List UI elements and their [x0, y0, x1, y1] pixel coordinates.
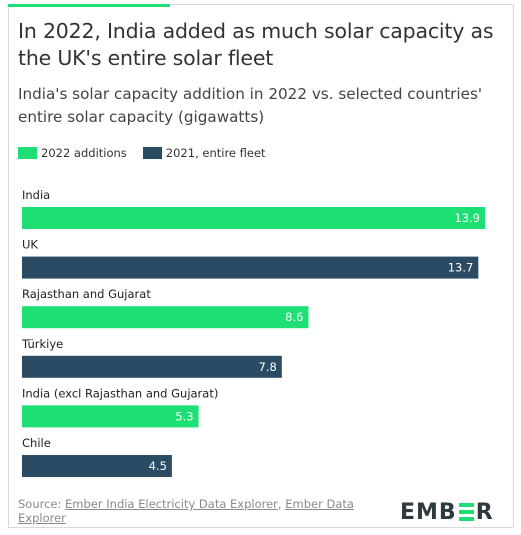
legend-swatch-additions [18, 147, 37, 159]
logo-text-right: R [475, 499, 494, 525]
category-label: Rajasthan and Gujarat [22, 287, 151, 301]
category-label: India (excl Rajasthan and Gujarat) [22, 386, 218, 400]
legend: 2022 additions 2021, entire fleet [18, 146, 282, 160]
legend-item-additions: 2022 additions [18, 146, 127, 160]
bar [22, 207, 485, 229]
legend-label-additions: 2022 additions [41, 146, 127, 160]
category-label: UK [22, 238, 38, 252]
value-label: 7.8 [259, 360, 277, 374]
value-label: 5.3 [175, 409, 193, 423]
chart-subtitle: India's solar capacity addition in 2022 … [18, 85, 483, 126]
bar [22, 306, 309, 329]
value-label: 4.5 [149, 459, 167, 473]
value-label: 13.9 [454, 211, 480, 225]
logo-text-left: EMB [400, 499, 457, 525]
source-link-india-explorer[interactable]: Ember India Electricity Data Explorer [65, 497, 278, 511]
category-label: India [22, 188, 50, 202]
source-note: Source: Ember India Electricity Data Exp… [18, 497, 378, 525]
source-separator: , [277, 497, 286, 511]
chart-title: In 2022, India added as much solar capac… [18, 19, 494, 70]
source-prefix: Source: [18, 497, 66, 511]
bar [22, 405, 199, 428]
bar [22, 455, 172, 477]
category-label: Türkiye [21, 337, 63, 351]
bar [22, 355, 282, 378]
source-link-data-explorer[interactable]: Ember Data Explorer [18, 497, 354, 525]
category-label: Chile [22, 436, 51, 450]
legend-swatch-fleet [142, 147, 162, 159]
value-label: 8.6 [285, 310, 303, 324]
ember-logo: EMB R [400, 499, 494, 525]
logo-e-mark-icon [458, 503, 474, 521]
legend-label-fleet: 2021, entire fleet [165, 146, 266, 160]
legend-item-fleet: 2021, entire fleet [142, 146, 266, 160]
accent-bar [8, 4, 170, 7]
bar [22, 256, 479, 279]
value-label: 13.7 [448, 261, 474, 275]
